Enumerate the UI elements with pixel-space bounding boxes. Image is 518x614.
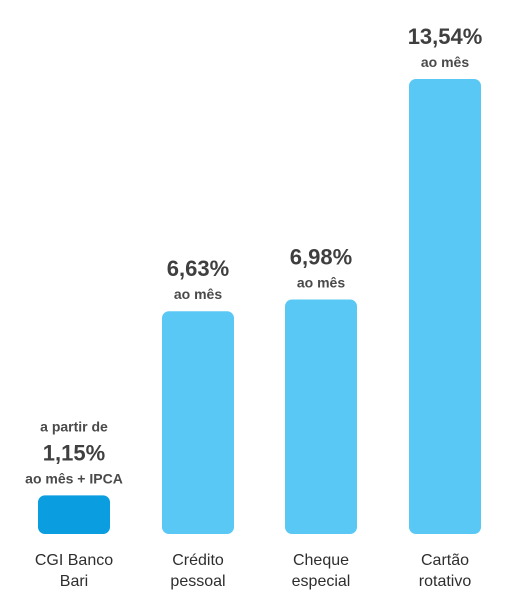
category-label: Cartão: [421, 552, 469, 569]
bar: [285, 299, 357, 534]
value-label: 6,98%: [290, 244, 352, 269]
bar: [162, 311, 234, 534]
value-label: 6,63%: [167, 256, 229, 281]
value-label-suffix: ao mês: [421, 54, 469, 70]
category-label: Crédito: [172, 552, 224, 569]
value-label-prefix: a partir de: [40, 418, 108, 434]
value-label-suffix: ao mês: [297, 274, 345, 290]
value-label-suffix: ao mês: [174, 286, 222, 302]
category-label: Cheque: [293, 552, 349, 569]
value-label-suffix: ao mês + IPCA: [25, 470, 123, 486]
bar: [409, 79, 481, 534]
category-label: rotativo: [419, 573, 472, 590]
value-label: 1,15%: [43, 440, 105, 465]
bar: [38, 495, 110, 534]
category-label: pessoal: [170, 573, 225, 590]
category-label: especial: [292, 573, 351, 590]
value-label: 13,54%: [408, 24, 483, 49]
category-label: Bari: [60, 573, 88, 590]
category-label: CGI Banco: [35, 552, 113, 569]
